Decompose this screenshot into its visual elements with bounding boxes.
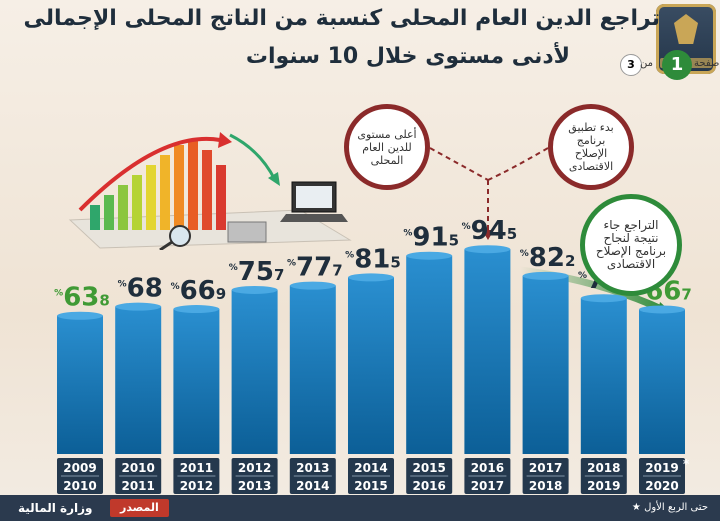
bar-3 <box>231 289 278 454</box>
bar-0 <box>57 315 103 454</box>
year-top-label-1: 2010 <box>121 461 154 475</box>
bar-6 <box>406 255 453 454</box>
year-top-label-7: 2016 <box>471 461 504 475</box>
chart-title-line2: لأدنى مستوى خلال 10 سنوات <box>245 44 570 69</box>
bar-top-2 <box>173 305 220 314</box>
year-top-label-2: 2011 <box>180 461 213 475</box>
bar-top-3 <box>231 285 278 294</box>
year-marker-asterisk: * <box>683 457 690 471</box>
year-top-label-9: 2018 <box>587 461 620 475</box>
year-top-label-0: 2009 <box>63 461 96 475</box>
bar-top-10 <box>639 305 685 314</box>
growth-illustration-icon <box>68 132 352 250</box>
bar-8 <box>522 275 569 454</box>
year-top-label-4: 2013 <box>296 461 329 475</box>
page-current: 1 <box>662 50 692 80</box>
bar-value-label-8: %822 <box>520 243 576 273</box>
year-bottom-label-9: 2019 <box>587 479 620 493</box>
year-top-label-5: 2014 <box>354 461 387 475</box>
year-bottom-label-7: 2017 <box>471 479 504 493</box>
page-indicator: 3 من 1 صفحة <box>600 50 719 80</box>
year-top-label-8: 2017 <box>529 461 562 475</box>
callout-decline-reason: التراجع جاء نتيجة لنجاح برنامج الإصلاح ا… <box>580 194 682 296</box>
source-label: المصدر <box>110 499 169 517</box>
bar-top-6 <box>406 251 453 260</box>
year-bottom-label-0: 2010 <box>63 479 96 493</box>
bar-7 <box>464 249 511 454</box>
year-top-label-10: 2019 <box>645 461 678 475</box>
calculator-icon <box>227 221 267 243</box>
year-bottom-label-1: 2011 <box>121 479 154 493</box>
year-bottom-label-3: 2013 <box>238 479 271 493</box>
year-bottom-label-2: 2012 <box>180 479 213 493</box>
bar-5 <box>348 277 394 454</box>
year-bottom-label-5: 2015 <box>354 479 387 493</box>
year-bottom-label-4: 2014 <box>296 479 329 493</box>
bar-4 <box>289 285 336 454</box>
year-top-label-3: 2012 <box>238 461 271 475</box>
year-top-label-6: 2015 <box>412 461 445 475</box>
bar-2 <box>173 309 220 454</box>
illustration-bars <box>90 140 226 230</box>
footer-bar: وزارة المالية المصدر ★ حتى الربع الأول <box>0 495 720 521</box>
chart-title-line1: تراجع الدين العام المحلى كنسبة من الناتج… <box>23 6 660 31</box>
bar-10 <box>639 309 685 454</box>
bar-top-4 <box>289 281 336 290</box>
bar-value-label-6: %915 <box>403 223 459 253</box>
bar-value-label-4: %777 <box>287 253 343 283</box>
footnote: ★ حتى الربع الأول <box>631 502 708 513</box>
year-bottom-label-8: 2018 <box>529 479 562 493</box>
bar-1 <box>115 306 162 454</box>
page-word: صفحة <box>694 58 720 69</box>
dashed-connector-lines <box>429 147 549 240</box>
bar-top-1 <box>115 302 162 311</box>
source-name: وزارة المالية <box>18 501 93 515</box>
callout-highest-debt: أعلى مستوى للدين العام المحلى <box>344 104 430 190</box>
bar-top-0 <box>57 311 103 320</box>
bar-value-label-7: %945 <box>462 216 518 246</box>
bar-top-7 <box>464 245 511 254</box>
page-total: 3 <box>620 54 642 76</box>
bar-value-label-5: %815 <box>345 244 401 274</box>
callout-reform-start: بدء تطبيق برنامج الإصلاح الاقتصادى <box>548 104 634 190</box>
bar-top-8 <box>522 271 569 280</box>
year-bottom-label-10: 2020 <box>645 479 678 493</box>
rising-arrow-icon <box>78 136 221 212</box>
bar-value-label-1: %68 <box>118 274 163 304</box>
page-of-label: من <box>640 58 653 69</box>
laptop-icon <box>280 181 348 222</box>
year-bottom-label-6: 2016 <box>412 479 445 493</box>
bar-9 <box>580 298 627 454</box>
falling-arrow-icon <box>229 133 277 181</box>
bar-top-9 <box>580 294 627 303</box>
bar-top-5 <box>348 273 394 282</box>
bar-value-label-2: %669 <box>171 276 227 306</box>
footnote-text: حتى الربع الأول <box>644 502 708 513</box>
bar-value-label-3: %757 <box>229 257 285 287</box>
magnifier-icon <box>159 225 191 250</box>
bar-value-label-0: %638 <box>54 283 110 313</box>
